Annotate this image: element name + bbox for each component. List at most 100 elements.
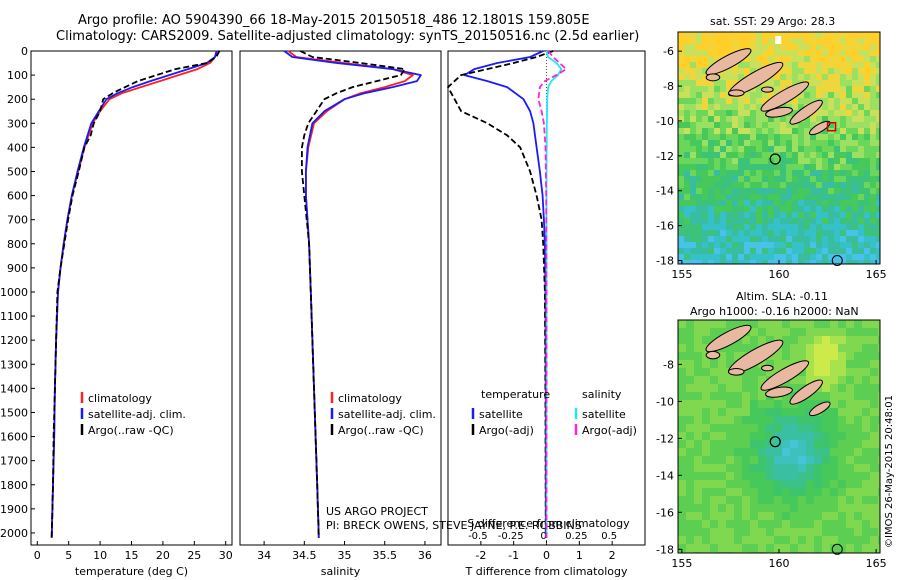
map-cell	[782, 536, 790, 544]
map-cell	[690, 260, 696, 264]
map-cell	[750, 336, 758, 344]
map-cell	[854, 448, 862, 456]
map-cell	[684, 104, 690, 110]
map-cell	[814, 544, 822, 552]
map-cell	[822, 352, 830, 360]
map-cell	[750, 528, 758, 536]
map-cell	[864, 242, 870, 248]
map-cell	[694, 512, 702, 520]
map-cell	[876, 56, 880, 62]
map-cell	[840, 92, 846, 98]
map-cell	[726, 376, 734, 384]
map-cell	[830, 496, 838, 504]
map-cell	[720, 254, 726, 260]
map-cell	[718, 368, 726, 376]
map-cell	[840, 212, 846, 218]
map-cell	[708, 248, 714, 254]
map-cell	[738, 128, 744, 134]
map-cell	[804, 158, 810, 164]
map-cell	[694, 336, 702, 344]
map-cell	[786, 62, 792, 68]
map-cell	[846, 146, 852, 152]
map-cell	[686, 400, 694, 408]
x-tick-label: 2	[609, 549, 616, 562]
map-cell	[756, 146, 762, 152]
map-cell	[798, 188, 804, 194]
map-cell	[678, 536, 686, 544]
map-cell	[870, 236, 876, 242]
map-cell	[694, 368, 702, 376]
map-cell	[798, 248, 804, 254]
map-cell	[696, 98, 702, 104]
map-cell	[852, 206, 858, 212]
map-cell	[838, 456, 846, 464]
map-cell	[710, 544, 718, 552]
map-cell	[708, 86, 714, 92]
map-cell	[870, 496, 878, 504]
map-cell	[766, 536, 774, 544]
map-cell	[846, 164, 852, 170]
map-cell	[690, 128, 696, 134]
map-cell	[678, 368, 686, 376]
map-cell	[798, 440, 806, 448]
map-cell	[854, 464, 862, 472]
map-cell	[816, 164, 822, 170]
map-cell	[726, 392, 734, 400]
map-cell	[798, 400, 806, 408]
map-cell	[822, 176, 828, 182]
map-cell	[756, 152, 762, 158]
map-cell	[780, 146, 786, 152]
map-cell	[762, 92, 768, 98]
map-cell	[732, 134, 738, 140]
map-cell	[762, 62, 768, 68]
map-cell	[828, 50, 834, 56]
map-cell	[798, 56, 804, 62]
map-cell	[798, 376, 806, 384]
map-cell	[768, 242, 774, 248]
map-cell	[834, 128, 840, 134]
map-cell	[714, 110, 720, 116]
y-tick-label: 300	[7, 117, 28, 130]
map-cell	[790, 432, 798, 440]
map-cell	[710, 392, 718, 400]
map-cell	[738, 170, 744, 176]
map-cell	[738, 98, 744, 104]
map-cell	[876, 98, 880, 104]
map-cell	[686, 424, 694, 432]
map-cell	[738, 140, 744, 146]
map-cell	[750, 122, 756, 128]
map-cell	[694, 384, 702, 392]
map-cell	[834, 158, 840, 164]
map-cell	[720, 260, 726, 264]
map-cell	[702, 62, 708, 68]
map-cell	[804, 152, 810, 158]
map-cell	[792, 44, 798, 50]
map-cell	[734, 320, 742, 328]
map-cell	[876, 158, 880, 164]
map-cell	[702, 400, 710, 408]
map-cell	[804, 98, 810, 104]
map-cell	[718, 440, 726, 448]
map-cell	[816, 236, 822, 242]
map-cell	[734, 496, 742, 504]
map-cell	[846, 416, 854, 424]
map-cell	[838, 512, 846, 520]
map-cell	[696, 62, 702, 68]
map-cell	[846, 158, 852, 164]
map-cell	[718, 352, 726, 360]
map-cell	[846, 80, 852, 86]
map-cell	[840, 98, 846, 104]
map-cell	[720, 38, 726, 44]
map-sst_map	[678, 32, 880, 264]
map-cell	[780, 128, 786, 134]
map-cell	[714, 98, 720, 104]
map-cell	[830, 424, 838, 432]
map-cell	[792, 248, 798, 254]
figure-title-line1: Argo profile: AO 5904390_66 18-May-2015 …	[78, 13, 590, 28]
map-cell	[864, 56, 870, 62]
map-cell	[798, 254, 804, 260]
map-cell	[714, 248, 720, 254]
map-cell	[726, 224, 732, 230]
map-cell	[782, 424, 790, 432]
map-cell	[738, 260, 744, 264]
